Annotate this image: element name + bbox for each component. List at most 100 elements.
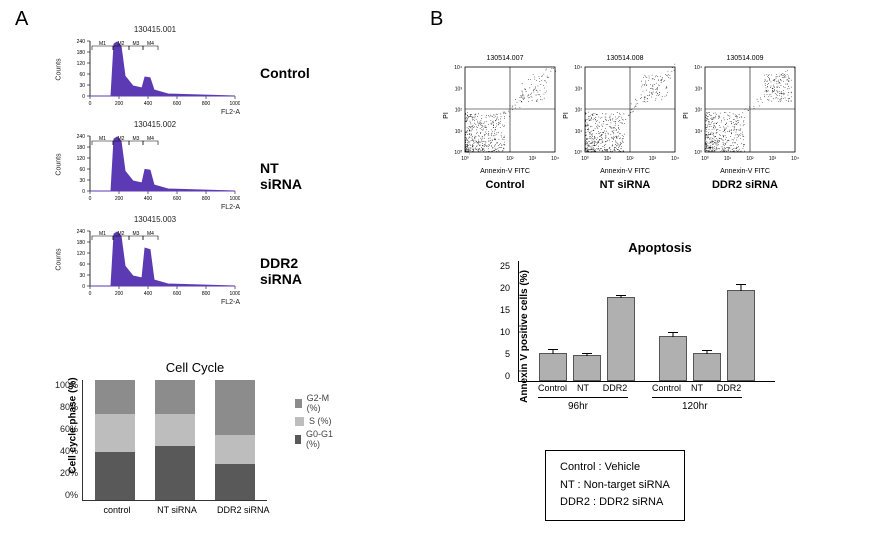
svg-text:800: 800 <box>202 196 211 201</box>
svg-text:10¹: 10¹ <box>724 156 732 162</box>
svg-text:0: 0 <box>89 101 92 106</box>
svg-text:800: 800 <box>202 291 211 296</box>
svg-text:M4: M4 <box>147 41 154 47</box>
svg-text:200: 200 <box>115 291 124 296</box>
svg-text:10⁴: 10⁴ <box>574 65 582 71</box>
svg-text:10⁰: 10⁰ <box>574 150 582 156</box>
histogram-ylabel: Counts <box>56 153 63 175</box>
apoptosis-group <box>539 297 635 381</box>
stacked-segment-s <box>95 414 135 452</box>
svg-text:400: 400 <box>144 101 153 106</box>
svg-text:600: 600 <box>173 101 182 106</box>
apoptosis-group <box>659 290 755 381</box>
svg-text:M2: M2 <box>118 41 125 47</box>
histogram-title: 130415.001 <box>70 25 240 34</box>
flow-ylabel: PI <box>563 112 570 119</box>
stacked-segment-g0g1 <box>215 464 255 500</box>
histogram-xlabel: FL2-A <box>221 109 240 116</box>
svg-text:10³: 10³ <box>455 86 463 92</box>
svg-text:600: 600 <box>173 291 182 296</box>
svg-text:30: 30 <box>79 273 85 279</box>
flow-xlabel: Annexin-V FITC <box>570 168 680 175</box>
legend-swatch <box>295 417 304 426</box>
histogram-plot: 0200400600800100003060120180240M1M2M3M4C… <box>70 226 240 296</box>
flow-plot-area: 10⁰10⁰10¹10¹10²10²10³10³10⁴10⁴PI <box>690 62 800 167</box>
svg-text:400: 400 <box>144 196 153 201</box>
stacked-bar <box>155 380 195 500</box>
svg-text:10²: 10² <box>575 108 583 114</box>
cell-cycle-yaxis-title: Cell cycle phase (%) <box>68 377 79 473</box>
svg-text:600: 600 <box>173 196 182 201</box>
apoptosis-xlabels: ControlNTDDR2ControlNTDDR2 <box>518 383 762 393</box>
histogram-ylabel: Counts <box>56 58 63 80</box>
svg-text:240: 240 <box>77 229 86 235</box>
svg-text:10⁴: 10⁴ <box>454 65 462 71</box>
legend-key-box: Control : VehicleNT : Non-target siRNADD… <box>545 450 685 521</box>
svg-text:60: 60 <box>79 167 85 173</box>
svg-text:200: 200 <box>115 101 124 106</box>
legend-swatch <box>295 399 302 408</box>
histogram: 130415.003020040060080010000306012018024… <box>70 215 240 296</box>
svg-text:10¹: 10¹ <box>484 156 492 162</box>
svg-text:10²: 10² <box>695 108 703 114</box>
stacked-segment-g2m <box>215 380 255 435</box>
svg-text:M3: M3 <box>133 136 140 142</box>
svg-text:10¹: 10¹ <box>604 156 612 162</box>
histogram-condition-label: Control <box>260 65 310 81</box>
apoptosis-chart: Apoptosis Annexin V positive cells (%) 2… <box>480 240 840 401</box>
svg-text:10⁴: 10⁴ <box>791 156 799 162</box>
apoptosis-bar <box>727 290 755 381</box>
key-line: NT : Non-target siRNA <box>560 477 670 495</box>
histogram-ylabel: Counts <box>56 248 63 270</box>
histogram-title: 130415.002 <box>70 120 240 129</box>
histogram-condition-label: DDR2 siRNA <box>260 255 302 287</box>
svg-text:120: 120 <box>77 61 86 67</box>
cell-cycle-chart: Cell Cycle Cell cycle phase (%) 100%80%6… <box>55 360 335 515</box>
svg-text:10⁰: 10⁰ <box>694 150 702 156</box>
flow-title: 130514.008 <box>570 55 680 62</box>
flow-condition-label: NT siRNA <box>570 179 680 191</box>
group-underline <box>538 397 628 398</box>
legend-item: S (%) <box>295 416 335 426</box>
svg-text:10⁰: 10⁰ <box>454 150 462 156</box>
cell-cycle-xlabels: controlNT siRNADDR2 siRNA <box>55 505 335 515</box>
svg-text:10³: 10³ <box>769 156 777 162</box>
flow-ylabel: PI <box>443 112 450 119</box>
svg-text:10⁰: 10⁰ <box>461 156 469 162</box>
histogram-plot: 0200400600800100003060120180240M1M2M3M4C… <box>70 131 240 201</box>
apoptosis-title: Apoptosis <box>480 240 840 255</box>
histogram: 130415.001020040060080010000306012018024… <box>70 25 240 106</box>
histogram-xlabel: FL2-A <box>221 299 240 306</box>
key-line: DDR2 : DDR2 siRNA <box>560 494 670 512</box>
histogram: 130415.002020040060080010000306012018024… <box>70 120 240 201</box>
svg-text:10⁰: 10⁰ <box>581 156 589 162</box>
histogram-stack: 130415.001020040060080010000306012018024… <box>70 25 240 310</box>
flow-title: 130514.009 <box>690 55 800 62</box>
apoptosis-bar <box>573 355 601 381</box>
flow-ylabel: PI <box>683 112 690 119</box>
group-label: 96hr <box>568 401 588 412</box>
svg-text:120: 120 <box>77 156 86 162</box>
svg-text:10²: 10² <box>626 156 634 162</box>
svg-text:240: 240 <box>77 39 86 45</box>
svg-text:30: 30 <box>79 178 85 184</box>
svg-text:0: 0 <box>89 196 92 201</box>
flow-plot-area: 10⁰10⁰10¹10¹10²10²10³10³10⁴10⁴PI <box>450 62 560 167</box>
group-label: 120hr <box>682 401 708 412</box>
legend-item: G2-M (%) <box>295 393 335 413</box>
svg-text:M2: M2 <box>118 136 125 142</box>
group-underline <box>652 397 742 398</box>
flow-plot: 130514.00910⁰10⁰10¹10¹10²10²10³10³10⁴10⁴… <box>690 55 800 191</box>
key-line: Control : Vehicle <box>560 459 670 477</box>
stacked-segment-g0g1 <box>155 446 195 500</box>
svg-text:10¹: 10¹ <box>575 129 583 135</box>
flow-xlabel: Annexin-V FITC <box>690 168 800 175</box>
svg-text:60: 60 <box>79 72 85 78</box>
svg-text:1000: 1000 <box>229 291 240 296</box>
svg-text:M3: M3 <box>133 41 140 47</box>
cell-cycle-title: Cell Cycle <box>55 360 335 375</box>
cell-cycle-bars <box>82 380 267 501</box>
stacked-segment-s <box>155 414 195 446</box>
svg-text:M1: M1 <box>99 231 106 237</box>
apoptosis-bar <box>539 353 567 381</box>
